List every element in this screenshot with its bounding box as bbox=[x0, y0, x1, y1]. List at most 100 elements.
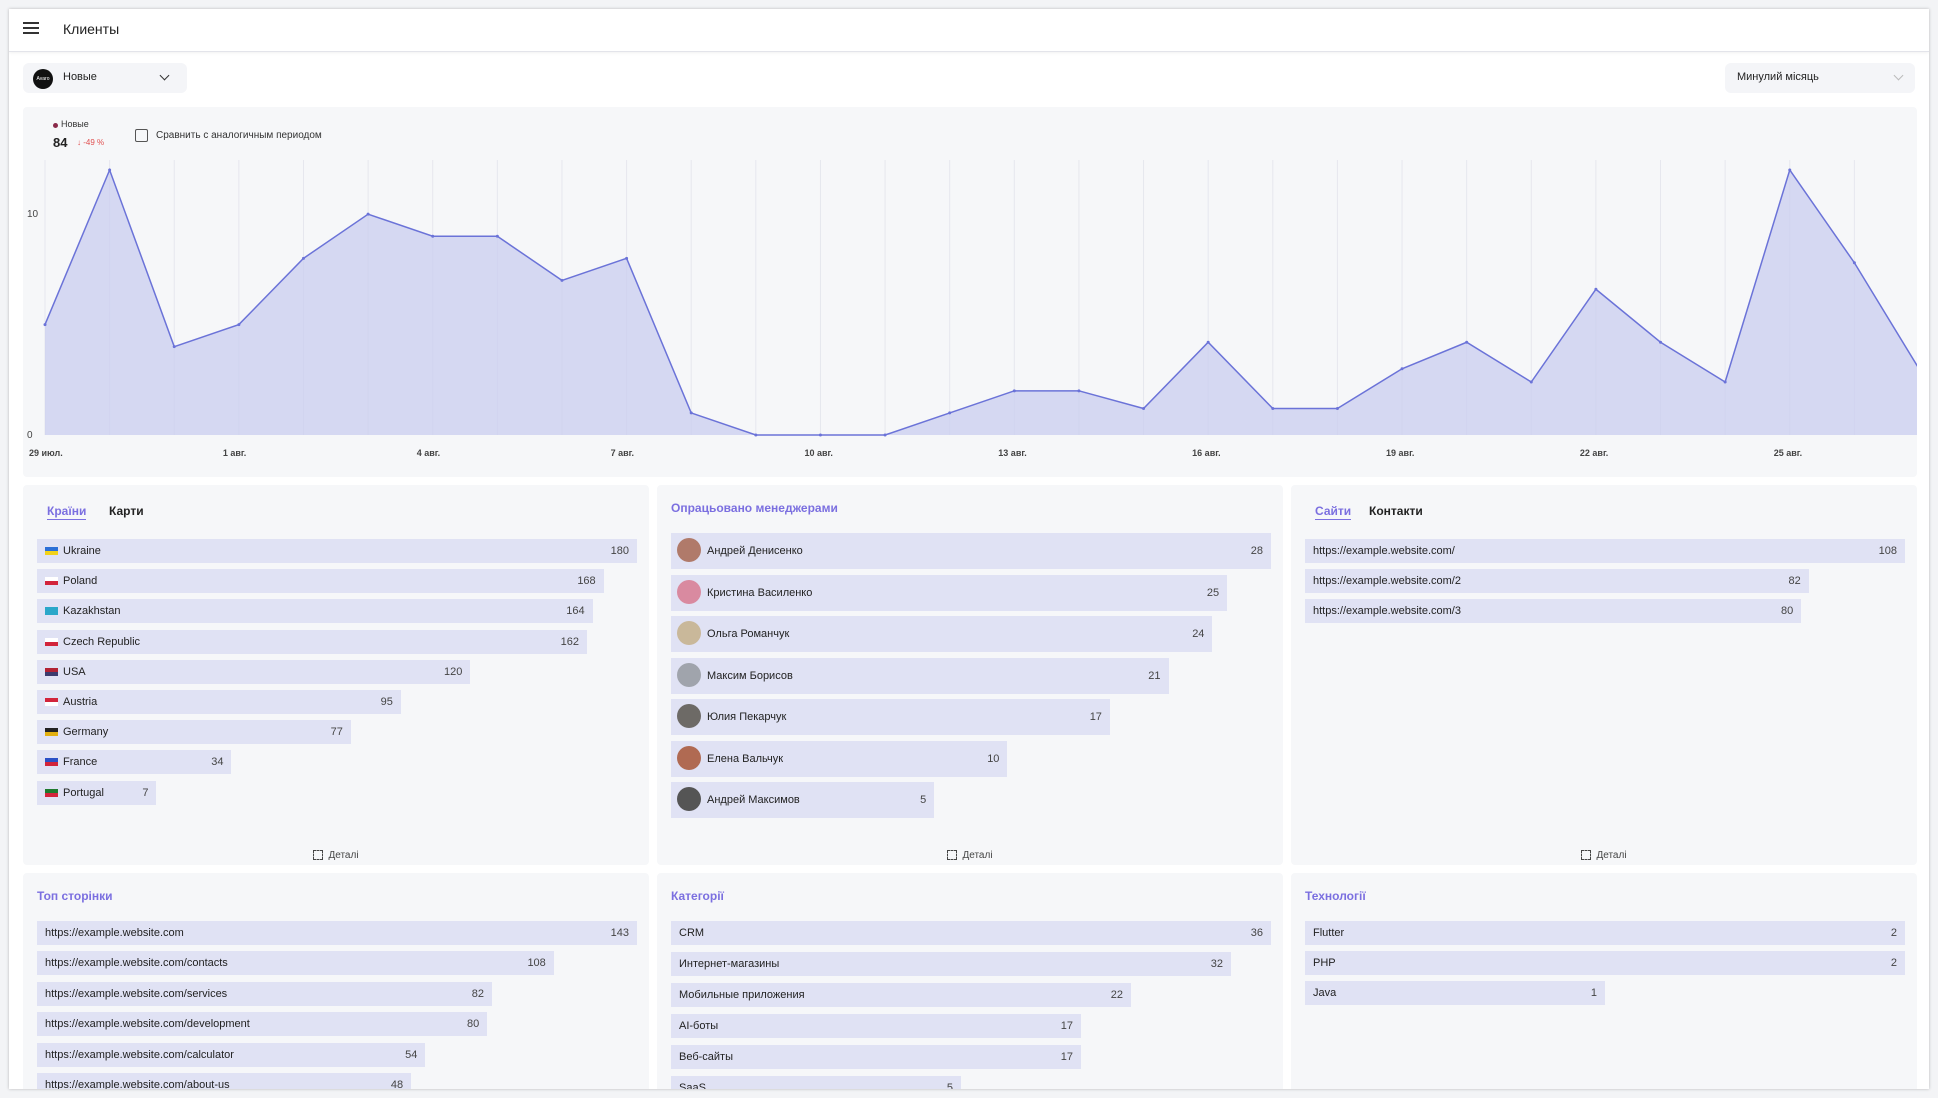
page-row: https://example.website.com 143 bbox=[37, 921, 637, 945]
item-value: 28 bbox=[1250, 545, 1263, 557]
item-value: 1 bbox=[1590, 987, 1597, 999]
tab-maps[interactable]: Карти bbox=[109, 504, 144, 518]
data-point[interactable] bbox=[495, 234, 499, 238]
item-label: Веб-сайты bbox=[679, 1051, 734, 1063]
data-point[interactable] bbox=[1659, 340, 1663, 344]
x-tick-label: 10 авг. bbox=[804, 448, 832, 458]
item-label: https://example.website.com/2 bbox=[1313, 575, 1461, 587]
arrow-down-icon: ↓ bbox=[77, 138, 84, 147]
details-button[interactable]: Деталі bbox=[23, 850, 649, 861]
data-point[interactable] bbox=[1723, 380, 1727, 384]
manager-row: Максим Борисов 21 bbox=[671, 657, 1271, 694]
country-row: Poland 168 bbox=[37, 569, 637, 594]
data-point[interactable] bbox=[1142, 407, 1146, 410]
item-value: 2 bbox=[1890, 957, 1897, 969]
data-point[interactable] bbox=[1529, 380, 1533, 384]
data-point[interactable] bbox=[818, 433, 822, 437]
bar-fill bbox=[37, 750, 232, 775]
manager-row: Ольга Романчук 24 bbox=[671, 616, 1271, 652]
data-point[interactable] bbox=[1012, 389, 1016, 393]
data-point[interactable] bbox=[754, 433, 758, 437]
country-row: USA 120 bbox=[37, 659, 637, 684]
item-label: AI-боты bbox=[679, 1020, 719, 1032]
bar-fill bbox=[1305, 921, 1905, 945]
bar-fill bbox=[1305, 599, 1802, 623]
data-point[interactable] bbox=[301, 256, 305, 260]
segment-dropdown[interactable]: Avaro Новые bbox=[23, 63, 187, 93]
app-frame: Клиенты Avaro Новые Минулий місяць 0 10 29… bbox=[9, 9, 1929, 1089]
company-logo: Avaro bbox=[33, 69, 53, 89]
data-point[interactable] bbox=[1852, 261, 1856, 265]
data-point[interactable] bbox=[1788, 168, 1792, 172]
expand-icon bbox=[947, 850, 958, 861]
flag-icon bbox=[45, 698, 58, 706]
data-point[interactable] bbox=[883, 433, 887, 437]
data-point[interactable] bbox=[431, 234, 435, 238]
bar-fill bbox=[1305, 981, 1605, 1005]
x-tick-label: 22 авг. bbox=[1580, 448, 1608, 458]
data-point[interactable] bbox=[1206, 340, 1210, 344]
country-row: France 34 bbox=[37, 750, 637, 775]
item-label: https://example.website.com/development bbox=[45, 1018, 250, 1031]
data-point[interactable] bbox=[108, 168, 112, 172]
bar-fill bbox=[37, 921, 637, 945]
tab-contacts[interactable]: Контакти bbox=[1369, 504, 1423, 518]
bar-fill bbox=[1305, 539, 1905, 563]
item-label: https://example.website.com/3 bbox=[1313, 605, 1461, 617]
data-point[interactable] bbox=[948, 411, 952, 415]
flag-icon bbox=[45, 667, 58, 676]
hamburger-menu-icon[interactable] bbox=[23, 22, 39, 36]
x-tick-label: 29 июл. bbox=[29, 448, 63, 458]
bar-fill bbox=[37, 1012, 488, 1037]
bar-fill bbox=[671, 1076, 961, 1089]
bar-fill bbox=[671, 657, 1169, 694]
compare-checkbox[interactable] bbox=[135, 129, 148, 142]
period-dropdown[interactable]: Минулий місяць bbox=[1725, 63, 1915, 93]
tab-countries[interactable]: Країни bbox=[47, 504, 87, 520]
bar-fill bbox=[37, 629, 587, 654]
x-tick-label: 13 авг. bbox=[998, 448, 1026, 458]
details-button[interactable]: Деталі bbox=[1291, 850, 1917, 861]
item-label: PHP bbox=[1313, 957, 1336, 969]
avatar bbox=[677, 787, 701, 811]
avatar bbox=[677, 704, 701, 728]
data-point[interactable] bbox=[172, 345, 176, 349]
item-value: 5 bbox=[920, 794, 927, 806]
data-point[interactable] bbox=[1077, 389, 1081, 393]
site-row: https://example.website.com/2 82 bbox=[1305, 569, 1905, 593]
data-point[interactable] bbox=[1271, 407, 1275, 410]
data-point[interactable] bbox=[1465, 340, 1469, 344]
item-label: https://example.website.com/about-us bbox=[45, 1079, 230, 1089]
data-point[interactable] bbox=[1594, 287, 1598, 291]
flag-icon bbox=[45, 728, 58, 737]
data-point[interactable] bbox=[237, 323, 241, 327]
manager-row: Елена Вальчук 10 bbox=[671, 740, 1271, 777]
flag-icon bbox=[45, 637, 58, 646]
data-point[interactable] bbox=[1400, 367, 1404, 371]
area-fill bbox=[45, 170, 1917, 435]
tab-sites[interactable]: Сайти bbox=[1315, 504, 1352, 520]
data-point[interactable] bbox=[43, 323, 47, 327]
chevron-down-icon bbox=[159, 70, 170, 81]
categories-title: Категорії bbox=[671, 889, 724, 903]
data-point[interactable] bbox=[625, 256, 629, 260]
top-pages-card: Топ сторінки https://example.website.com… bbox=[23, 873, 649, 1089]
data-point[interactable] bbox=[689, 411, 693, 415]
country-row: Portugal 7 bbox=[37, 780, 637, 805]
item-label: Елена Вальчук bbox=[707, 752, 784, 765]
item-label: https://example.website.com bbox=[45, 927, 184, 939]
item-label: Flutter bbox=[1313, 927, 1345, 939]
x-tick-label: 7 авг. bbox=[611, 448, 634, 458]
countries-card: Країни Карти Ukraine 180 Poland 168 Kazakhst… bbox=[23, 485, 649, 865]
data-point[interactable] bbox=[1335, 407, 1339, 410]
item-value: 25 bbox=[1206, 586, 1220, 599]
item-label: Germany bbox=[63, 726, 109, 739]
category-row: Мобильные приложения 22 bbox=[671, 983, 1271, 1007]
details-button[interactable]: Деталі bbox=[657, 850, 1283, 861]
compare-toggle[interactable]: Сравнить с аналогичным периодом bbox=[135, 129, 322, 142]
item-label: https://example.website.com/calculator bbox=[45, 1048, 234, 1061]
item-value: 17 bbox=[1060, 1051, 1073, 1063]
data-point[interactable] bbox=[560, 278, 564, 282]
country-row: Czech Republic 162 bbox=[37, 629, 637, 654]
data-point[interactable] bbox=[366, 212, 370, 216]
